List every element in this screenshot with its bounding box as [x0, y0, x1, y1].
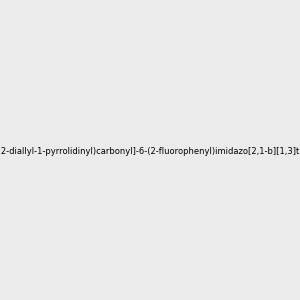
Text: 3-[(2,2-diallyl-1-pyrrolidinyl)carbonyl]-6-(2-fluorophenyl)imidazo[2,1-b][1,3]th: 3-[(2,2-diallyl-1-pyrrolidinyl)carbonyl]…: [0, 147, 300, 156]
